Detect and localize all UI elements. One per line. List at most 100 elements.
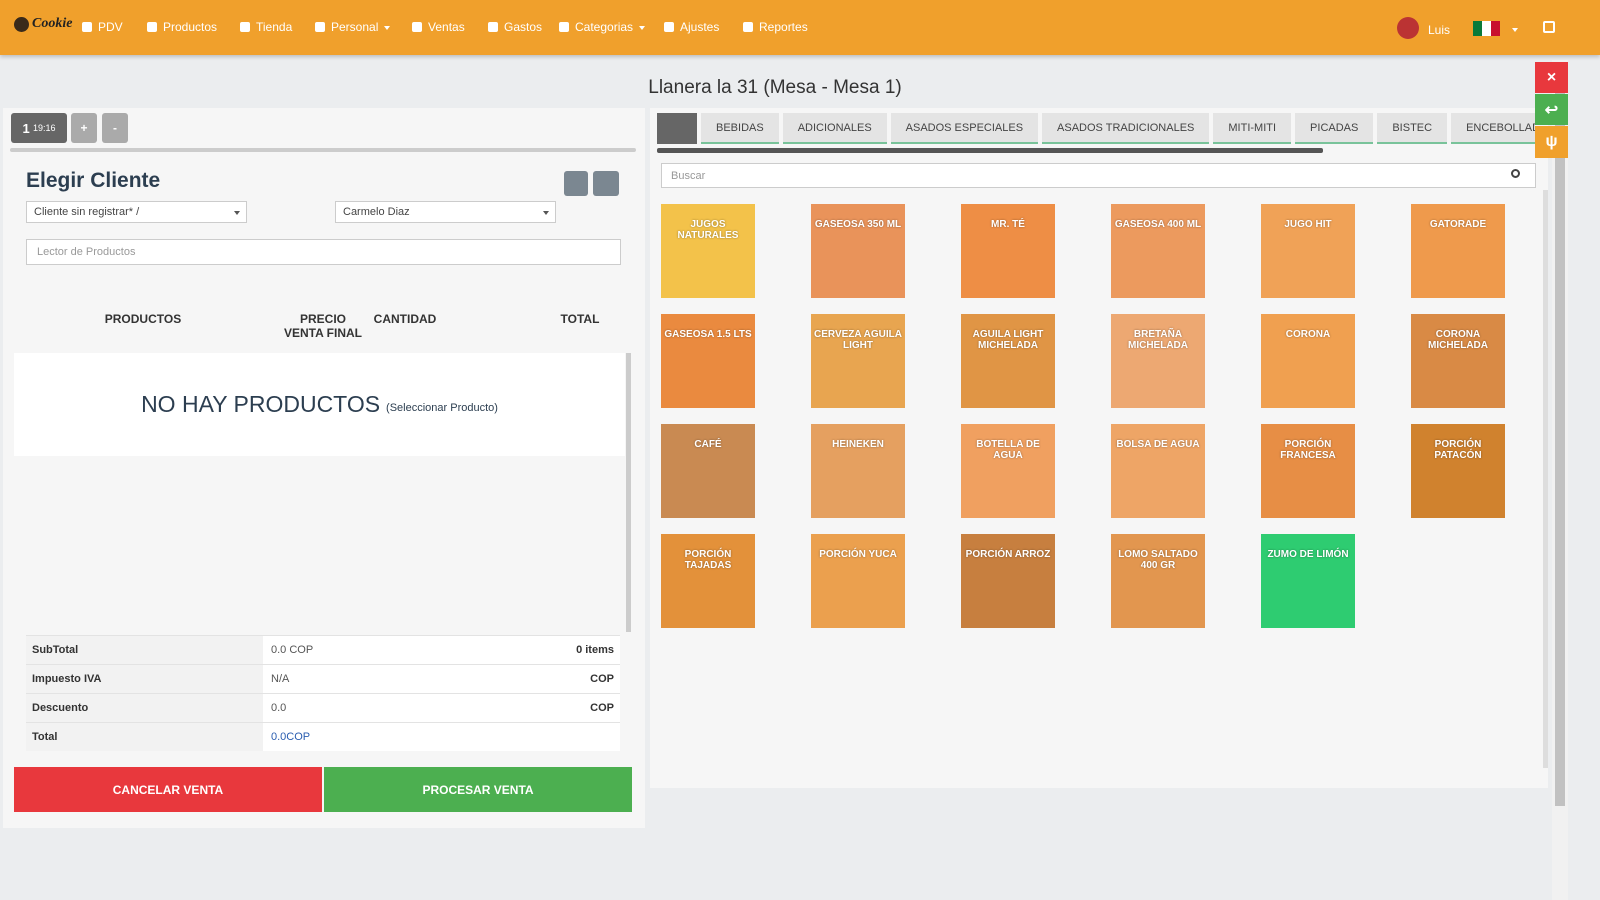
order-tab[interactable]: 1 19:16 bbox=[11, 113, 67, 143]
scrollbar bbox=[626, 353, 631, 632]
nav-item[interactable]: Ventas bbox=[412, 20, 465, 34]
navbar: Cookie PDV Productos Tienda Personal Ventas G… bbox=[0, 0, 1600, 55]
product-tile[interactable]: BRETAÑA MICHELADA bbox=[1111, 314, 1205, 408]
summary-row: SubTotal 0.0 COP 0 items bbox=[26, 635, 620, 664]
summary-value: 0.0 COP bbox=[263, 636, 620, 664]
nav-item[interactable]: PDV bbox=[82, 20, 123, 34]
nav-item[interactable]: Tienda bbox=[240, 20, 292, 34]
product-tile[interactable]: MR. TÉ bbox=[961, 204, 1055, 298]
search-icon[interactable] bbox=[1511, 169, 1520, 178]
client-select[interactable]: Cliente sin registrar* / bbox=[26, 201, 247, 223]
nav-icon bbox=[743, 22, 753, 32]
logout[interactable] bbox=[1543, 21, 1555, 33]
product-tile[interactable]: CORONA MICHELADA bbox=[1411, 314, 1505, 408]
product-tile[interactable]: LOMO SALTADO 400 GR bbox=[1111, 534, 1205, 628]
seller-select[interactable]: Carmelo Diaz bbox=[335, 201, 556, 223]
nav-label: Reportes bbox=[759, 20, 808, 34]
tables-button[interactable]: ψ bbox=[1535, 126, 1568, 158]
client-heading: Elegir Cliente bbox=[26, 169, 161, 192]
back-button[interactable]: ↩ bbox=[1535, 94, 1568, 125]
nav-label: PDV bbox=[98, 20, 123, 34]
nav-item[interactable]: Personal bbox=[315, 20, 391, 34]
nav-label: Gastos bbox=[504, 20, 543, 34]
scanner-input[interactable]: Lector de Productos bbox=[26, 239, 621, 265]
product-tile[interactable]: AGUILA LIGHT MICHELADA bbox=[961, 314, 1055, 408]
page-title: Llanera la 31 (Mesa - Mesa 1) bbox=[648, 77, 902, 98]
category-tabs: BEBIDAS ADICIONALES ASADOS ESPECIALES ASADO… bbox=[657, 113, 1535, 146]
summary-label: Descuento bbox=[26, 694, 263, 722]
nav-icon bbox=[240, 22, 250, 32]
process-sale-button[interactable]: PROCESAR VENTA bbox=[324, 767, 632, 812]
product-tile[interactable]: GASEOSA 400 ML bbox=[1111, 204, 1205, 298]
search-input[interactable]: Buscar bbox=[661, 163, 1536, 188]
brand[interactable]: Cookie bbox=[14, 16, 72, 32]
nav-label: Ventas bbox=[428, 20, 465, 34]
column-header: CANTIDAD bbox=[373, 312, 437, 326]
home-tab[interactable] bbox=[657, 113, 697, 144]
caret bbox=[384, 25, 391, 33]
product-tile[interactable]: PORCIÓN TAJADAS bbox=[661, 534, 755, 628]
category-tab[interactable]: ASADOS ESPECIALES bbox=[890, 113, 1039, 144]
product-tile[interactable]: ZUMO DE LIMÓN bbox=[1261, 534, 1355, 628]
summary-value: N/A bbox=[263, 665, 620, 693]
product-tile[interactable]: PORCIÓN FRANCESA bbox=[1261, 424, 1355, 518]
product-tile[interactable]: JUGO HIT bbox=[1261, 204, 1355, 298]
product-tile[interactable]: BOTELLA DE AGUA bbox=[961, 424, 1055, 518]
summary-label: Impuesto IVA bbox=[26, 665, 263, 693]
nav-label: Productos bbox=[163, 20, 218, 34]
caret bbox=[639, 25, 646, 33]
nav-label: Tienda bbox=[256, 20, 293, 34]
category-tab[interactable]: PICADAS bbox=[1295, 113, 1374, 144]
nav-icon bbox=[82, 22, 92, 32]
category-tab[interactable]: ADICIONALES bbox=[782, 113, 887, 144]
user-name[interactable]: Luis bbox=[1428, 23, 1451, 37]
summary-unit: 0 items bbox=[576, 644, 614, 656]
add-order[interactable]: + bbox=[71, 113, 97, 143]
product-tile[interactable]: PORCIÓN PATACÓN bbox=[1411, 424, 1505, 518]
product-tile[interactable]: JUGOS NATURALES bbox=[661, 204, 755, 298]
nav-item[interactable]: Gastos bbox=[488, 20, 542, 34]
nav-icon bbox=[412, 22, 422, 32]
nav-item[interactable]: Categorias bbox=[559, 20, 646, 34]
nav-icon bbox=[488, 22, 498, 32]
discount-button[interactable] bbox=[564, 171, 588, 196]
flag[interactable] bbox=[1473, 21, 1500, 36]
nav-icon bbox=[559, 22, 569, 32]
summary-value: 0.0COP bbox=[263, 723, 620, 751]
nav-item[interactable]: Reportes bbox=[743, 20, 808, 34]
nav-label: Ajustes bbox=[680, 20, 720, 34]
nav-label: Personal bbox=[331, 20, 379, 34]
product-tile[interactable]: GASEOSA 1.5 LTS bbox=[661, 314, 755, 408]
product-tile[interactable]: HEINEKEN bbox=[811, 424, 905, 518]
summary-unit: COP bbox=[590, 702, 614, 714]
empty-state: NO HAY PRODUCTOS (Seleccionar Producto) bbox=[14, 353, 625, 456]
nav-item[interactable]: Ajustes bbox=[664, 20, 719, 34]
category-tab[interactable]: BEBIDAS bbox=[701, 113, 779, 144]
products-panel bbox=[650, 108, 1548, 788]
add-client-button[interactable] bbox=[593, 171, 619, 196]
category-tab[interactable]: ASADOS TRADICIONALES bbox=[1042, 113, 1210, 144]
product-tile[interactable]: PORCIÓN YUCA bbox=[811, 534, 905, 628]
product-tile[interactable]: PORCIÓN ARROZ bbox=[961, 534, 1055, 628]
column-header: TOTAL bbox=[560, 312, 600, 326]
remove-order[interactable]: - bbox=[102, 113, 128, 143]
product-tile[interactable]: GATORADE bbox=[1411, 204, 1505, 298]
product-tile[interactable]: CERVEZA AGUILA LIGHT bbox=[811, 314, 905, 408]
cancel-sale-button[interactable]: CANCELAR VENTA bbox=[14, 767, 322, 812]
category-tab[interactable]: MITI-MITI bbox=[1213, 113, 1292, 144]
category-scroll bbox=[657, 148, 1323, 153]
product-tile[interactable]: CORONA bbox=[1261, 314, 1355, 408]
category-tab[interactable]: BISTEC bbox=[1377, 113, 1448, 144]
summary-row: Descuento 0.0 COP bbox=[26, 693, 620, 722]
grid-scrollbar bbox=[1543, 190, 1548, 768]
summary-label: Total bbox=[26, 723, 263, 751]
close-button[interactable]: × bbox=[1535, 62, 1568, 93]
avatar[interactable] bbox=[1397, 17, 1419, 39]
category-tab[interactable]: ENCEBOLLADO bbox=[1451, 113, 1535, 144]
product-tile[interactable]: BOLSA DE AGUA bbox=[1111, 424, 1205, 518]
product-tile[interactable]: CAFÉ bbox=[661, 424, 755, 518]
product-tile[interactable]: GASEOSA 350 ML bbox=[811, 204, 905, 298]
empty-title: NO HAY PRODUCTOS bbox=[141, 391, 381, 417]
nav-item[interactable]: Productos bbox=[147, 20, 217, 34]
empty-hint: (Seleccionar Producto) bbox=[386, 401, 498, 414]
